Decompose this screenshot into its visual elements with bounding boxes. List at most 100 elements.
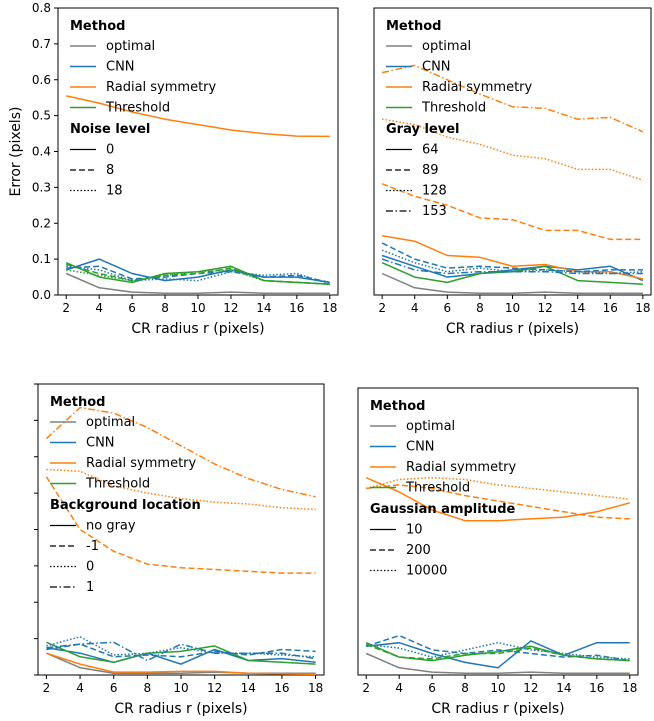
- panel-1: 2 4 6 8 10 12 14 16 18 0.0 0.1 0.2 0.3 0.4 0.5 0.6 0.7 0.…: [8, 1, 339, 337]
- legend-entry: 10000: [406, 564, 447, 579]
- x-tick-label: 6: [428, 681, 436, 695]
- legend-title-method: Method: [370, 399, 425, 414]
- x-tick-label: 10: [505, 301, 520, 315]
- legend-entry: 0: [86, 560, 94, 575]
- series-line-cnn-solid: [46, 646, 316, 665]
- series-line-cnn-dashdot: [381, 258, 643, 275]
- series-line-cnn-dotted: [66, 265, 331, 285]
- y-tick-label: 0.0: [32, 288, 51, 302]
- legend: Method optimal CNN Radial symmetry Threshold…: [386, 19, 533, 219]
- series-line-radial-symmetry-dotted: [46, 468, 316, 511]
- series-line-radial-symmetry-dashdot: [381, 64, 644, 133]
- x-tick-label: 4: [76, 681, 84, 695]
- series-line-radial-symmetry-dashed: [381, 183, 643, 241]
- x-tick-label: 18: [622, 681, 637, 695]
- legend-entry: 0: [106, 143, 114, 158]
- series-line-threshold-dashed: [66, 263, 330, 285]
- legend-entry: Threshold: [105, 101, 170, 116]
- series-line-cnn-solid: [381, 254, 644, 282]
- legend-entry: CNN: [86, 436, 115, 451]
- x-tick-label: 2: [362, 681, 370, 695]
- legend-title-group: Gray level: [386, 122, 459, 137]
- legend-title-group: Noise level: [70, 122, 150, 137]
- x-tick-label: 6: [444, 301, 452, 315]
- x-axis-label: CR radius r (pixels): [446, 321, 579, 337]
- series-line-radial-symmetry-dashdot: [45, 406, 316, 498]
- x-tick-label: 4: [395, 681, 403, 695]
- legend-entry: Radial symmetry: [106, 80, 217, 95]
- x-tick-label: 2: [62, 301, 70, 315]
- x-tick-label: 14: [241, 681, 256, 695]
- series-line-cnn-dashed: [46, 643, 316, 658]
- x-tick-label: 18: [308, 681, 323, 695]
- x-tick-label: 16: [289, 301, 304, 315]
- y-tick-label: 0.4: [32, 145, 51, 159]
- x-tick-label: 6: [110, 681, 118, 695]
- y-tick-label: 0.6: [32, 73, 51, 87]
- series-line-radial-symmetry-solid: [365, 477, 630, 522]
- x-tick-label: 18: [322, 301, 337, 315]
- legend-entry: 64: [422, 143, 439, 158]
- series-group: [65, 95, 331, 294]
- series-group: [45, 406, 316, 675]
- x-tick-label: 12: [207, 681, 222, 695]
- series-line-cnn-solid: [65, 258, 330, 284]
- legend-entry: 200: [406, 543, 431, 558]
- legend-title-group: Background location: [50, 498, 201, 513]
- x-tick-label: 6: [128, 301, 136, 315]
- plot-frame: [357, 387, 639, 676]
- x-tick-label: 12: [537, 301, 552, 315]
- series-line-cnn-dashed: [365, 634, 630, 662]
- legend-entry: 10: [406, 523, 423, 538]
- legend-entry: Threshold: [421, 101, 486, 116]
- x-tick-label: 8: [161, 301, 169, 315]
- legend-entry: Radial symmetry: [406, 460, 517, 475]
- series-line-radial-symmetry-solid: [46, 652, 316, 675]
- plot-frame: [373, 7, 652, 296]
- series-line-cnn-dashed: [381, 242, 643, 273]
- series-line-optimal-solid: [65, 272, 330, 294]
- series-line-optimal-solid: [365, 652, 630, 674]
- legend-entry: optimal: [86, 415, 135, 430]
- series-line-threshold-solid: [46, 641, 316, 665]
- legend-entry: CNN: [106, 60, 135, 75]
- legend-title-group: Gaussian amplitude: [370, 502, 515, 517]
- legend-entry: Radial symmetry: [86, 456, 197, 471]
- legend-entry: Threshold: [405, 481, 470, 496]
- series-line-radial-symmetry-solid: [381, 235, 644, 280]
- plot-frame: [57, 7, 339, 296]
- series-line-radial-symmetry-solid: [66, 95, 330, 138]
- x-tick-label: 4: [411, 301, 419, 315]
- x-axis-label: CR radius r (pixels): [114, 701, 247, 717]
- legend-entry: 1: [86, 580, 94, 595]
- series-line-cnn-dotted: [46, 636, 316, 658]
- x-tick-label: 16: [274, 681, 289, 695]
- y-tick-label: 0.8: [32, 1, 51, 15]
- x-tick-label: 12: [223, 301, 238, 315]
- x-tick-label: 18: [635, 301, 650, 315]
- x-tick-label: 16: [603, 301, 618, 315]
- y-axis-label: Error (pixels): [8, 107, 24, 197]
- legend-title-method: Method: [386, 19, 441, 34]
- legend: Method optimal CNN Radial symmetry Threshold…: [370, 399, 517, 579]
- x-tick-label: 10: [190, 301, 205, 315]
- x-tick-label: 10: [173, 681, 188, 695]
- legend-entry: no gray: [86, 519, 136, 534]
- series-group: [381, 64, 644, 294]
- x-tick-label: 8: [476, 301, 484, 315]
- x-tick-label: 12: [523, 681, 538, 695]
- legend-entry: optimal: [106, 39, 155, 54]
- series-line-threshold-dotted: [66, 269, 330, 285]
- legend-entry: optimal: [406, 419, 455, 434]
- y-tick-label: 0.1: [32, 252, 51, 266]
- series-line-radial-symmetry-dotted: [366, 476, 630, 500]
- legend-entry: 8: [106, 163, 114, 178]
- x-tick-label: 2: [43, 681, 51, 695]
- x-axis-label: CR radius r (pixels): [131, 321, 264, 337]
- legend-entry: CNN: [406, 440, 435, 455]
- legend-entry: 18: [106, 184, 123, 199]
- series-group: [365, 476, 630, 674]
- legend-entry: CNN: [422, 60, 451, 75]
